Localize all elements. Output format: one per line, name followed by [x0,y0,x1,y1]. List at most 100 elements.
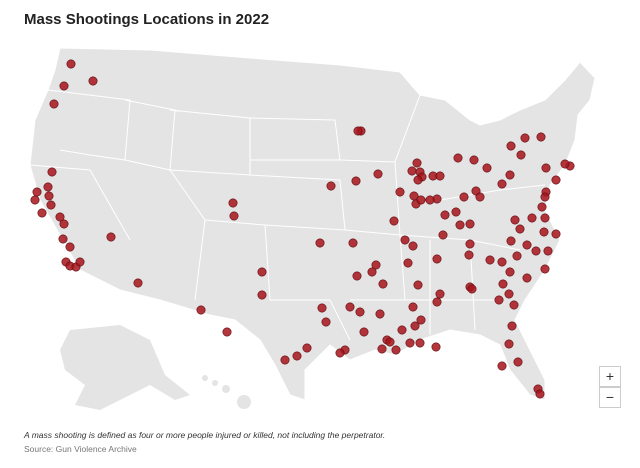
us-mainland [29,47,596,401]
incident-dot [416,315,426,325]
incident-dot [222,327,232,337]
incident-dot [326,181,336,191]
incident-dot [228,198,238,208]
incident-dot [377,344,387,354]
incident-dot [353,126,363,136]
incident-dot [58,234,68,244]
incident-dot [504,339,514,349]
incident-dot [497,179,507,189]
incident-dot [469,155,479,165]
incident-dot [432,297,442,307]
zoom-out-button[interactable]: − [599,387,621,408]
incident-dot [345,302,355,312]
incident-dot [403,258,413,268]
incident-dot [464,250,474,260]
incident-dot [46,200,56,210]
incident-dot [352,271,362,281]
alaska [60,325,190,410]
incident-dot [507,321,517,331]
incident-dot [413,175,423,185]
incident-dot [505,267,515,277]
incident-dot [395,187,405,197]
incident-dot [410,321,420,331]
incident-dot [505,170,515,180]
incident-dot [75,257,85,267]
source: Source: Gun Violence Archive [24,444,137,454]
incident-dot [371,260,381,270]
incident-dot [465,239,475,249]
incident-dot [385,337,395,347]
incident-dot [494,295,504,305]
incident-dot [535,389,545,399]
incident-dots [30,59,575,399]
incident-dot [49,99,59,109]
incident-dot [509,300,519,310]
incident-dot [315,238,325,248]
incident-dot [506,236,516,246]
incident-dot [515,224,525,234]
incident-dot [531,246,541,256]
zoom-in-button[interactable]: + [599,366,621,387]
incident-dot [536,132,546,142]
hawaii [202,375,251,409]
incident-dot [408,241,418,251]
incident-dot [467,284,477,294]
incident-dot [540,213,550,223]
incident-dot [351,176,361,186]
incident-dot [359,327,369,337]
incident-dot [498,279,508,289]
incident-dot [413,280,423,290]
incident-dot [375,309,385,319]
incident-dot [412,158,422,168]
incident-dot [520,133,530,143]
incident-dot [367,267,377,277]
incident-dot [465,219,475,229]
incident-dot [321,317,331,327]
footnote: A mass shooting is defined as four or mo… [24,430,386,440]
incident-dot [539,227,549,237]
incident-dot [30,195,40,205]
incident-dot [44,191,54,201]
incident-dot [537,202,547,212]
incident-dot [504,289,514,299]
incident-dot [59,219,69,229]
incident-dot [459,192,469,202]
incident-dot [391,345,401,355]
incident-dot [257,267,267,277]
incident-dot [405,338,415,348]
incident-dot [522,273,532,283]
incident-dot [551,175,561,185]
incident-dot [506,141,516,151]
incident-dot [407,166,417,176]
incident-dot [280,355,290,365]
incident-dot [415,338,425,348]
incident-dot [551,229,561,239]
incident-dot [65,242,75,252]
incident-dot [455,220,465,230]
incident-dot [43,182,53,192]
incident-dot [59,81,69,91]
incident-dot [47,167,57,177]
incident-dot [497,361,507,371]
incident-dot [451,207,461,217]
incident-dot [355,307,365,317]
incident-dot [485,255,495,265]
incident-dot [497,257,507,267]
incident-dot [302,343,312,353]
incident-dot [397,325,407,335]
incident-dot [432,254,442,264]
incident-dot [510,215,520,225]
incident-dot [527,213,537,223]
incident-dot [416,195,426,205]
incident-dot [540,192,550,202]
incident-dot [88,76,98,86]
incident-dot [560,159,570,169]
incident-dot [133,278,143,288]
incident-dot [400,235,410,245]
incident-dot [435,289,445,299]
incident-dot [435,171,445,181]
incident-dot [229,211,239,221]
incident-dot [453,153,463,163]
